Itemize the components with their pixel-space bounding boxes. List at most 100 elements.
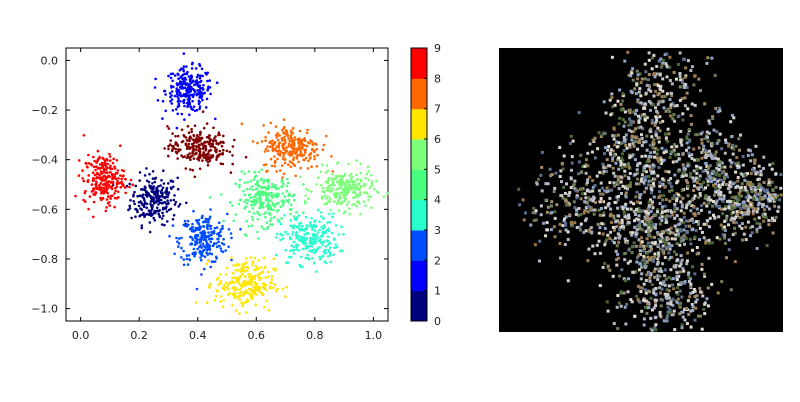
scatter-point [255,286,258,290]
scatter-point [118,181,122,185]
thumbnail-point [658,194,662,198]
scatter-point [215,245,219,249]
thumbnail-point [686,299,690,303]
scatter-point [219,228,223,231]
thumbnail-point [677,228,681,232]
scatter-point [182,101,186,105]
scatter-point [323,260,327,264]
scatter-point [209,240,213,244]
thumbnail-point [589,197,593,201]
thumbnail-point [653,177,657,181]
thumbnail-point [665,214,669,218]
thumbnail-point [704,169,708,172]
scatter-point [151,205,154,208]
scatter-point [190,85,193,89]
thumbnail-point [700,156,704,160]
thumbnail-point [672,287,676,291]
scatter-point [229,232,233,235]
scatter-point [269,287,272,290]
scatter-point [265,221,269,224]
thumbnail-point [695,158,699,161]
scatter-point [283,126,286,129]
thumbnail-point [730,216,734,220]
thumbnail-point [678,75,682,78]
scatter-point [263,179,266,182]
thumbnail-point [600,199,604,203]
thumbnail-point [648,229,652,233]
thumbnail-point [593,184,597,187]
scatter-point [295,248,298,251]
thumbnail-point [659,304,663,308]
thumbnail-point [616,198,620,202]
thumbnail-point [597,231,601,235]
scatter-point [314,142,317,145]
thumbnail-point [758,184,762,188]
scatter-point [301,138,304,142]
thumbnail-point [751,225,754,229]
thumbnail-point [650,121,654,125]
thumbnail-point [695,171,699,175]
thumbnail-point [619,304,623,308]
scatter-point [284,158,287,161]
scatter-point [218,234,221,238]
scatter-point [190,81,193,84]
thumbnail-point [686,272,690,276]
thumbnail-point [540,165,544,169]
scatter-point [182,67,185,71]
thumbnail-point [652,306,656,310]
thumbnail-point [667,170,671,174]
thumbnail-point [636,100,640,104]
thumbnail-point [670,188,674,192]
scatter-point [256,191,260,195]
scatter-point [160,188,164,192]
scatter-point [82,198,85,202]
thumbnail-point [606,266,610,270]
thumbnail-point [678,51,682,55]
scatter-point [275,202,278,206]
scatter-point [271,202,275,205]
scatter-point [111,161,115,165]
scatter-point [343,172,347,176]
thumbnail-point [765,244,769,248]
thumbnail-point [744,188,748,192]
thumbnail-point [671,213,675,217]
thumbnail-point [568,213,572,217]
scatter-point [292,193,296,196]
scatter-point [370,184,374,187]
scatter-point [217,240,220,244]
thumbnail-point [635,177,639,181]
scatter-point [185,225,189,228]
thumbnail-point [622,140,625,144]
scatter-point [260,225,263,228]
thumbnail-point [749,159,753,163]
thumbnail-point [702,236,706,240]
thumbnail-point [702,151,706,154]
scatter-point [316,153,319,157]
thumbnail-point [629,181,633,185]
thumbnail-point [718,237,722,241]
thumbnail-point [722,180,726,184]
thumbnail-point [684,179,688,183]
thumbnail-point [591,199,595,203]
thumbnail-point [524,211,527,215]
scatter-point [161,208,165,211]
scatter-point [256,181,259,184]
thumbnail-point [679,301,683,305]
scatter-point [268,191,271,195]
scatter-point [281,143,285,146]
scatter-point [244,257,248,260]
thumbnail-point [680,143,684,147]
thumbnail-point [641,209,644,213]
scatter-point [190,74,193,77]
thumbnail-point [627,73,631,77]
scatter-point [195,238,199,241]
thumbnail-point [635,190,639,194]
scatter-point [214,117,217,121]
scatter-point [315,233,319,237]
thumbnail-point [565,182,568,186]
thumbnail-point [761,205,764,209]
thumbnail-point [750,231,754,235]
thumbnail-point [746,180,750,184]
scatter-point [188,83,191,87]
thumbnail-point [678,264,682,268]
